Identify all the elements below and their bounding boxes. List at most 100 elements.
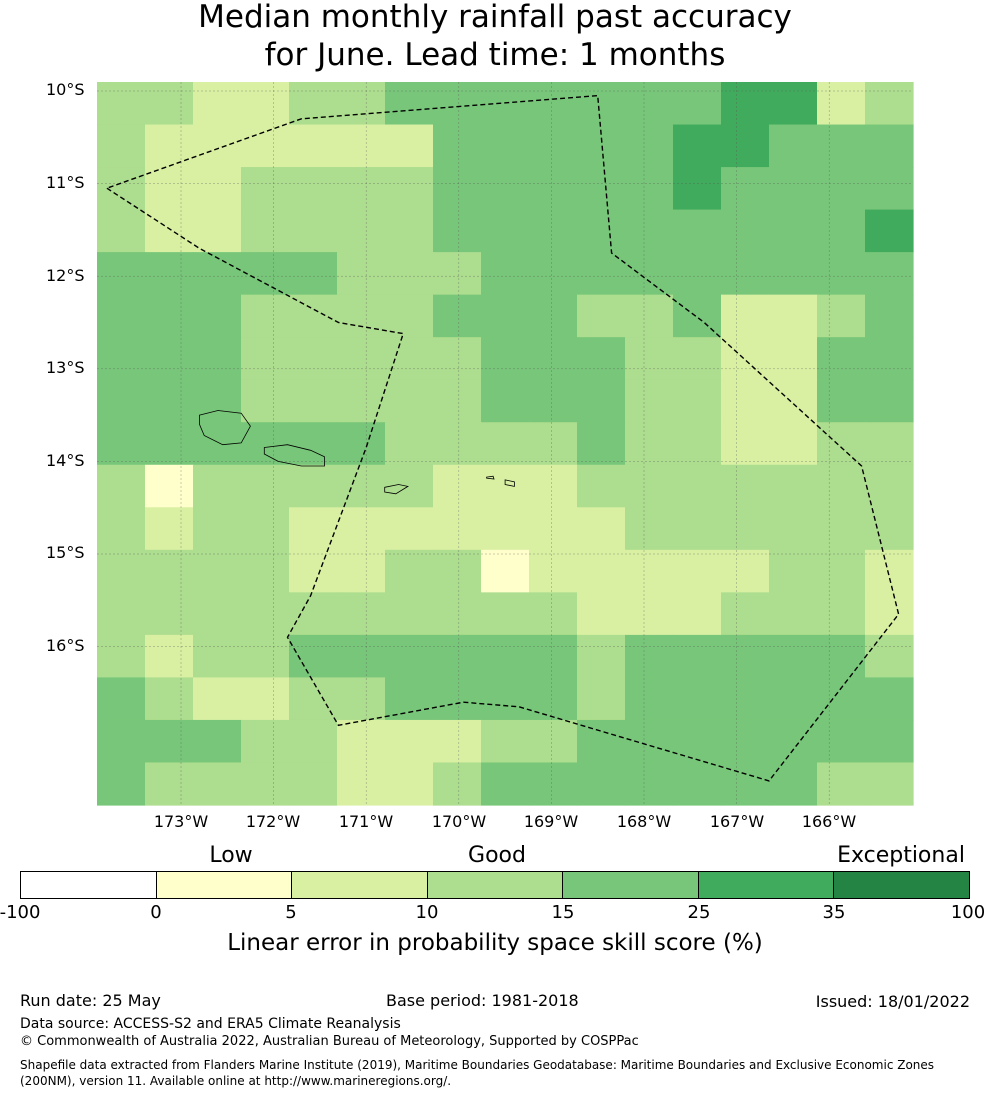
grid-cell	[145, 294, 194, 338]
grid-cell	[577, 762, 626, 806]
grid-cell	[817, 634, 866, 679]
grid-cell	[193, 379, 242, 423]
lon-label-169w: 169°W	[523, 812, 579, 831]
grid-cell	[769, 634, 818, 679]
grid-cell	[625, 209, 674, 253]
grid-cell	[817, 422, 866, 466]
grid-cell	[97, 762, 146, 806]
colorbar-tick: 35	[822, 902, 846, 923]
grid-cell	[481, 294, 530, 338]
grid-cell	[433, 762, 482, 806]
grid-cell	[289, 592, 338, 636]
grid-cell	[529, 252, 578, 296]
grid-cell	[433, 337, 482, 381]
colorbar-tick: 0	[150, 902, 162, 923]
grid-cell	[673, 422, 722, 466]
lat-label-12s: 12°S	[46, 266, 85, 285]
grid-cell	[241, 549, 290, 593]
colorbar-segment	[698, 872, 835, 898]
lon-label-172w: 172°W	[245, 812, 301, 831]
grid-cell	[337, 464, 386, 508]
grid-cell	[145, 82, 194, 126]
lon-label-168w: 168°W	[616, 812, 672, 831]
grid-cell	[241, 719, 290, 764]
graticule	[97, 82, 913, 805]
grid-cell	[865, 677, 914, 721]
grid-cell	[865, 252, 914, 296]
grid-cell	[769, 379, 818, 423]
grid-cell	[97, 634, 146, 679]
grid-cell	[577, 719, 626, 764]
lon-label-173w: 173°W	[153, 812, 209, 831]
grid-cell	[577, 379, 626, 423]
lat-label-14s: 14°S	[46, 451, 85, 470]
grid-cell	[529, 337, 578, 381]
lon-label-167w: 167°W	[709, 812, 765, 831]
grid-cell	[385, 719, 434, 764]
grid-cell	[337, 762, 386, 806]
grid-cell	[97, 337, 146, 381]
grid-cell	[145, 252, 194, 296]
grid-cell	[529, 422, 578, 466]
grid-cell	[769, 422, 818, 466]
grid-cell	[289, 252, 338, 296]
grid-cell	[433, 549, 482, 593]
grid-cell	[865, 549, 914, 593]
colorbar-tick: 25	[687, 902, 711, 923]
grid-cell	[433, 719, 482, 764]
grid-cell	[337, 379, 386, 423]
grid-cell	[673, 762, 722, 806]
grid-cell	[577, 252, 626, 296]
grid-cell	[433, 379, 482, 423]
grid-cell	[577, 209, 626, 253]
grid-cell	[673, 634, 722, 679]
grid-cell	[97, 124, 146, 168]
grid-cell	[97, 252, 146, 296]
grid-cell	[865, 464, 914, 508]
grid-cell	[241, 464, 290, 508]
grid-cell	[529, 82, 578, 126]
shapefile-credit: Shapefile data extracted from Flanders M…	[20, 1058, 935, 1088]
grid-cell	[385, 379, 434, 423]
grid-cell	[481, 379, 530, 423]
lat-label-11s: 11°S	[46, 173, 85, 192]
grid-cell	[769, 167, 818, 211]
grid-cell	[481, 464, 530, 508]
data-source: Data source: ACCESS-S2 and ERA5 Climate …	[20, 1016, 401, 1032]
grid-cell	[529, 379, 578, 423]
grid-cell	[625, 634, 674, 679]
grid-cell	[433, 464, 482, 508]
colorbar-tick: 100	[950, 902, 986, 923]
grid-cell	[193, 252, 242, 296]
grid-cell	[769, 209, 818, 253]
islands	[199, 410, 515, 495]
grid-cell	[337, 677, 386, 721]
grid-cell	[721, 677, 770, 721]
grid-cell	[97, 82, 146, 126]
grid-cell	[769, 82, 818, 126]
grid-cell	[673, 167, 722, 211]
grid-cell	[673, 592, 722, 636]
grid-cell	[769, 677, 818, 721]
grid-cell	[481, 507, 530, 551]
colorbar-tick: 10	[415, 902, 439, 923]
grid-cell	[721, 422, 770, 466]
grid-cell	[337, 337, 386, 381]
grid-cell	[817, 379, 866, 423]
grid-cell	[817, 124, 866, 168]
grid-cell	[721, 337, 770, 381]
grid-cell	[337, 549, 386, 593]
lat-label-15s: 15°S	[46, 543, 85, 562]
grid-cell	[481, 719, 530, 764]
grid-cell	[385, 337, 434, 381]
grid-cell	[721, 379, 770, 423]
grid-cell	[529, 549, 578, 593]
grid-cell	[577, 592, 626, 636]
grid-cell	[865, 124, 914, 168]
grid-cell	[145, 124, 194, 168]
grid-cell	[145, 719, 194, 764]
grid-cell	[817, 762, 866, 806]
grid-cell	[337, 592, 386, 636]
grid-cell	[241, 124, 290, 168]
grid-cell	[193, 337, 242, 381]
